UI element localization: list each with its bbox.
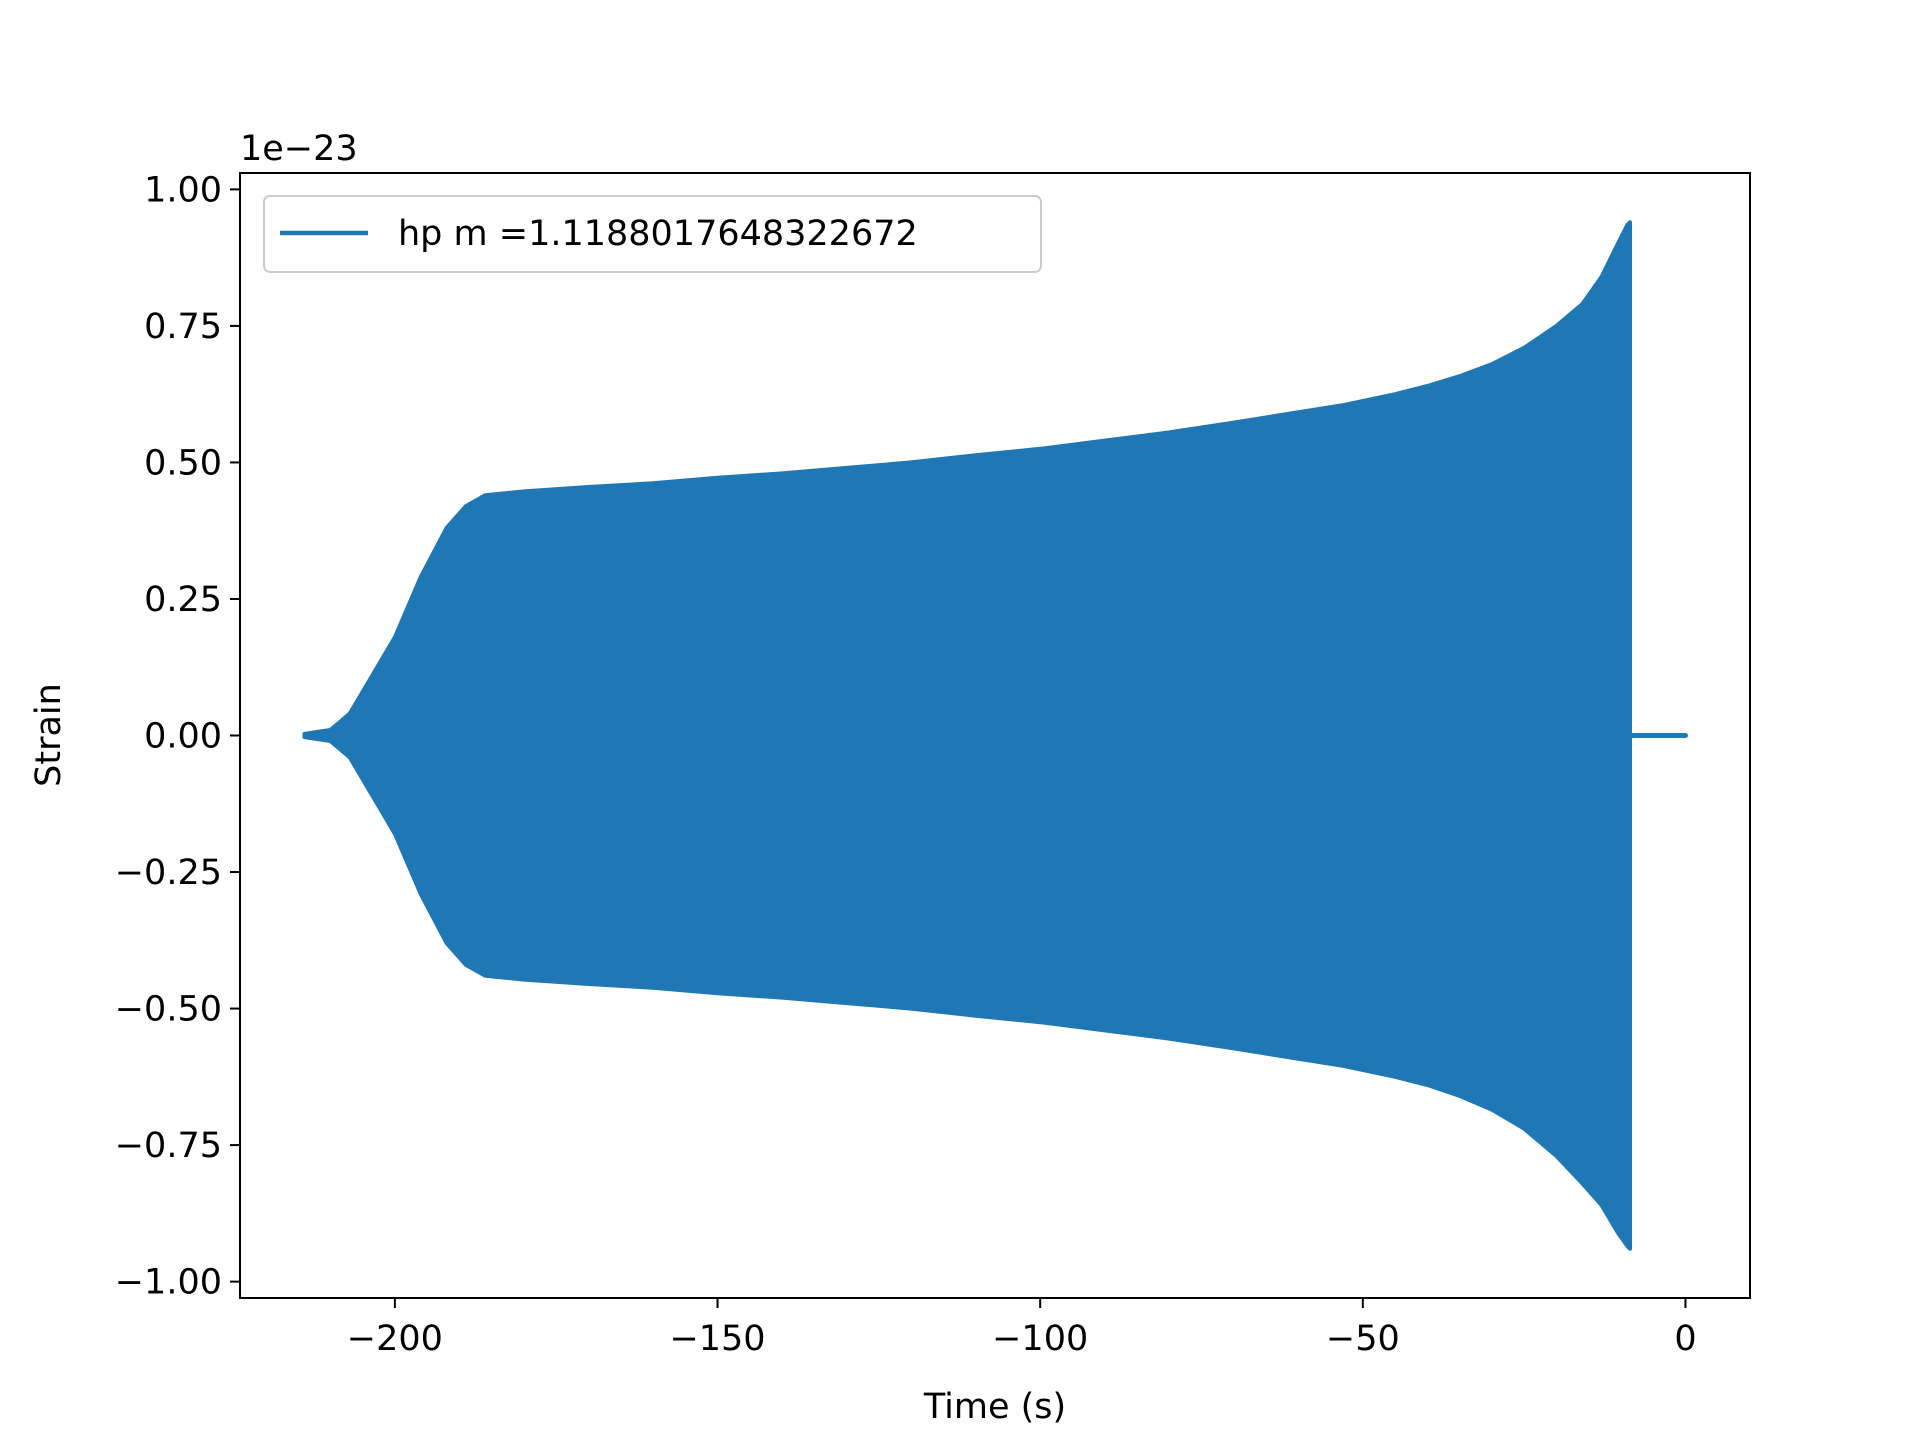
- x-axis-label: Time (s): [923, 1387, 1066, 1427]
- y-tick-label: 0.50: [144, 443, 222, 483]
- y-axis: 1.00 0.75 0.50 0.25 0.00 −0.25 −0.50 −0.75 −1.00: [115, 170, 240, 1303]
- y-tick-label: −0.75: [115, 1126, 222, 1166]
- y-tick-label: −0.25: [115, 853, 222, 893]
- y-tick-label: −0.50: [115, 990, 222, 1030]
- x-tick-label: −200: [347, 1319, 443, 1359]
- x-axis: −200 −150 −100 −50 0: [347, 1298, 1697, 1359]
- legend-box: [263, 195, 1042, 273]
- y-tick-label: −1.00: [115, 1263, 222, 1303]
- y-tick-label: 0.25: [144, 580, 222, 620]
- y-axis-offset-label: 1e−23: [240, 129, 358, 169]
- y-tick-label: 0.75: [144, 307, 222, 347]
- y-tick-label: 0.00: [144, 717, 222, 757]
- series-hp-envelope: [302, 220, 1632, 1251]
- series-layer: [302, 220, 1688, 1251]
- legend-label-hp: hp m =1.1188017648322672: [398, 214, 918, 254]
- y-tick-label: 1.00: [144, 170, 222, 210]
- x-tick-label: −50: [1326, 1319, 1400, 1359]
- x-tick-label: −150: [669, 1319, 765, 1359]
- x-tick-label: −100: [992, 1319, 1088, 1359]
- y-axis-label: Strain: [29, 683, 69, 787]
- legend: hp m =1.1188017648322672: [263, 195, 1042, 273]
- x-tick-label: 0: [1674, 1319, 1696, 1359]
